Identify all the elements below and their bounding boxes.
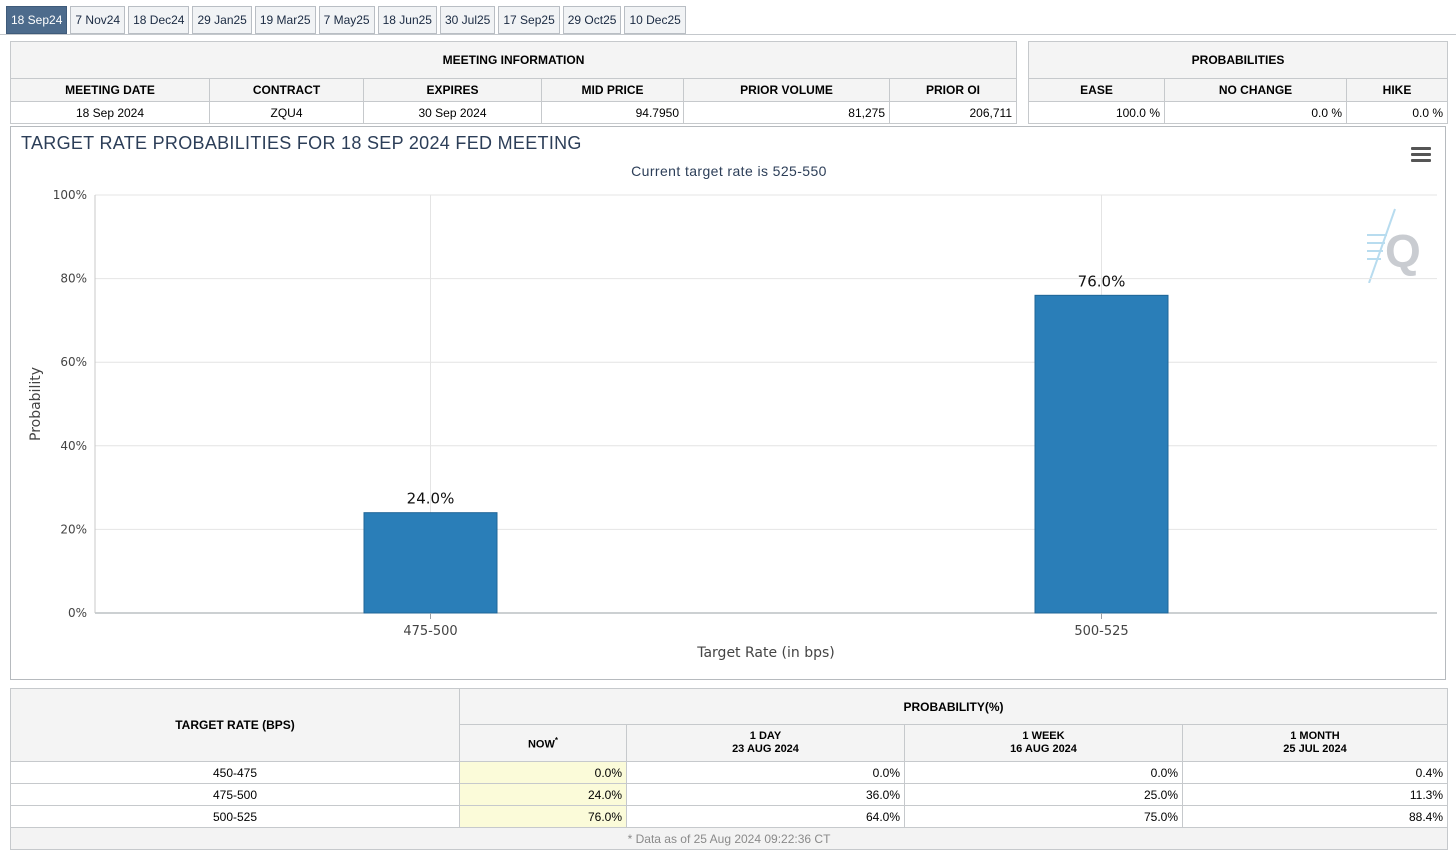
header-now: NOW*: [459, 724, 627, 762]
header-expires: EXPIRES: [363, 78, 542, 102]
chart-plot: 0% 20% 40% 60% 80% 100% 24.0% 475-500 76.0% 500-5…: [28, 188, 1437, 661]
bar-500-525: [1034, 294, 1169, 614]
rate-cell: 450-475: [10, 761, 460, 784]
table-row: 500-525 76.0% 64.0% 75.0% 88.4%: [10, 805, 1448, 828]
tab-18-jun25[interactable]: 18 Jun25: [377, 6, 437, 34]
y-tick-label: 40%: [60, 439, 87, 453]
tab-17-sep25[interactable]: 17 Sep25: [498, 6, 560, 34]
probabilities-title: PROBABILITIES: [1027, 41, 1449, 79]
now-cell: 24.0%: [459, 783, 627, 806]
tab-30-jul25[interactable]: 30 Jul25: [439, 6, 496, 34]
header-1-month: 1 MONTH 25 JUL 2024: [1182, 724, 1448, 762]
meeting-tabs: 18 Sep24 7 Nov24 18 Dec24 29 Jan25 19 Ma…: [6, 6, 689, 34]
tab-19-mar25[interactable]: 19 Mar25: [254, 6, 316, 34]
y-axis-title: Probability: [28, 367, 44, 441]
y-tick-label: 0%: [68, 606, 87, 620]
meeting-information-title: MEETING INFORMATION: [10, 41, 1017, 79]
tab-29-oct25[interactable]: 29 Oct25: [562, 6, 622, 34]
header-mid-price: MID PRICE: [541, 78, 684, 102]
header-ease: EASE: [1028, 78, 1165, 102]
data-label: 24.0%: [407, 490, 455, 508]
tab-7-nov24[interactable]: 7 Nov24: [70, 6, 126, 34]
x-tick-label: 500-525: [1074, 624, 1128, 639]
y-tick-label: 60%: [60, 355, 87, 369]
prior-volume-value: 81,275: [683, 101, 890, 124]
table-row: 475-500 24.0% 36.0% 25.0% 11.3%: [10, 783, 1448, 806]
bar-475-500: [363, 512, 498, 614]
chart-subtitle: Current target rate is 525-550: [631, 163, 827, 179]
meeting-date-value: 18 Sep 2024: [10, 101, 210, 124]
probabilities-table: PROBABILITIES EASE NO CHANGE HIKE 100.0 …: [1027, 41, 1449, 124]
now-cell: 76.0%: [459, 805, 627, 828]
chart-title: TARGET RATE PROBABILITIES FOR 18 SEP 202…: [21, 133, 582, 153]
mid-price-value: 94.7950: [541, 101, 684, 124]
day-cell: 64.0%: [626, 805, 905, 828]
header-hike: HIKE: [1345, 78, 1449, 102]
header-no-change: NO CHANGE: [1164, 78, 1347, 102]
target-rate-probability-table: TARGET RATE (BPS) PROBABILITY(%) NOW* 1 …: [10, 688, 1448, 850]
tab-18-sep24[interactable]: 18 Sep24: [6, 6, 68, 34]
week-cell: 25.0%: [904, 783, 1183, 806]
tab-10-dec25[interactable]: 10 Dec25: [624, 6, 686, 34]
header-meeting-date: MEETING DATE: [10, 78, 210, 102]
svg-text:Q: Q: [1385, 225, 1421, 277]
y-tick-label: 20%: [60, 522, 87, 536]
week-cell: 0.0%: [904, 761, 1183, 784]
tab-18-dec24[interactable]: 18 Dec24: [128, 6, 190, 34]
day-cell: 0.0%: [626, 761, 905, 784]
hike-value: 0.0 %: [1345, 101, 1449, 124]
target-rate-chart: TARGET RATE PROBABILITIES FOR 18 SEP 202…: [10, 126, 1446, 680]
chart-menu-icon[interactable]: [1411, 147, 1431, 163]
month-cell: 11.3%: [1182, 783, 1448, 806]
tab-29-jan25[interactable]: 29 Jan25: [192, 6, 252, 34]
no-change-value: 0.0 %: [1164, 101, 1347, 124]
data-timestamp-footnote: * Data as of 25 Aug 2024 09:22:36 CT: [10, 827, 1448, 850]
x-axis-title: Target Rate (in bps): [696, 645, 835, 661]
day-cell: 36.0%: [626, 783, 905, 806]
rate-cell: 500-525: [10, 805, 460, 828]
expires-value: 30 Sep 2024: [363, 101, 542, 124]
q-logo-icon: Q: [1367, 208, 1421, 283]
prior-oi-value: 206,711: [889, 101, 1017, 124]
now-cell: 0.0%: [459, 761, 627, 784]
contract-value: ZQU4: [209, 101, 364, 124]
header-target-rate: TARGET RATE (BPS): [10, 688, 460, 762]
y-tick-label: 100%: [53, 188, 87, 202]
table-row: 450-475 0.0% 0.0% 0.0% 0.4%: [10, 761, 1448, 784]
data-label: 76.0%: [1078, 272, 1126, 290]
header-contract: CONTRACT: [209, 78, 364, 102]
tab-7-may25[interactable]: 7 May25: [318, 6, 375, 34]
ease-value: 100.0 %: [1028, 101, 1165, 124]
rate-cell: 475-500: [10, 783, 460, 806]
header-1-day: 1 DAY 23 AUG 2024: [626, 724, 905, 762]
header-prior-oi: PRIOR OI: [889, 78, 1017, 102]
x-tick-label: 475-500: [403, 624, 457, 639]
y-tick-label: 80%: [60, 272, 87, 286]
month-cell: 88.4%: [1182, 805, 1448, 828]
header-probability: PROBABILITY(%): [459, 688, 1448, 725]
week-cell: 75.0%: [904, 805, 1183, 828]
header-1-week: 1 WEEK 16 AUG 2024: [904, 724, 1183, 762]
tab-divider: [0, 34, 1456, 35]
header-prior-volume: PRIOR VOLUME: [683, 78, 890, 102]
month-cell: 0.4%: [1182, 761, 1448, 784]
meeting-information-table: MEETING INFORMATION MEETING DATE CONTRAC…: [10, 41, 1017, 124]
